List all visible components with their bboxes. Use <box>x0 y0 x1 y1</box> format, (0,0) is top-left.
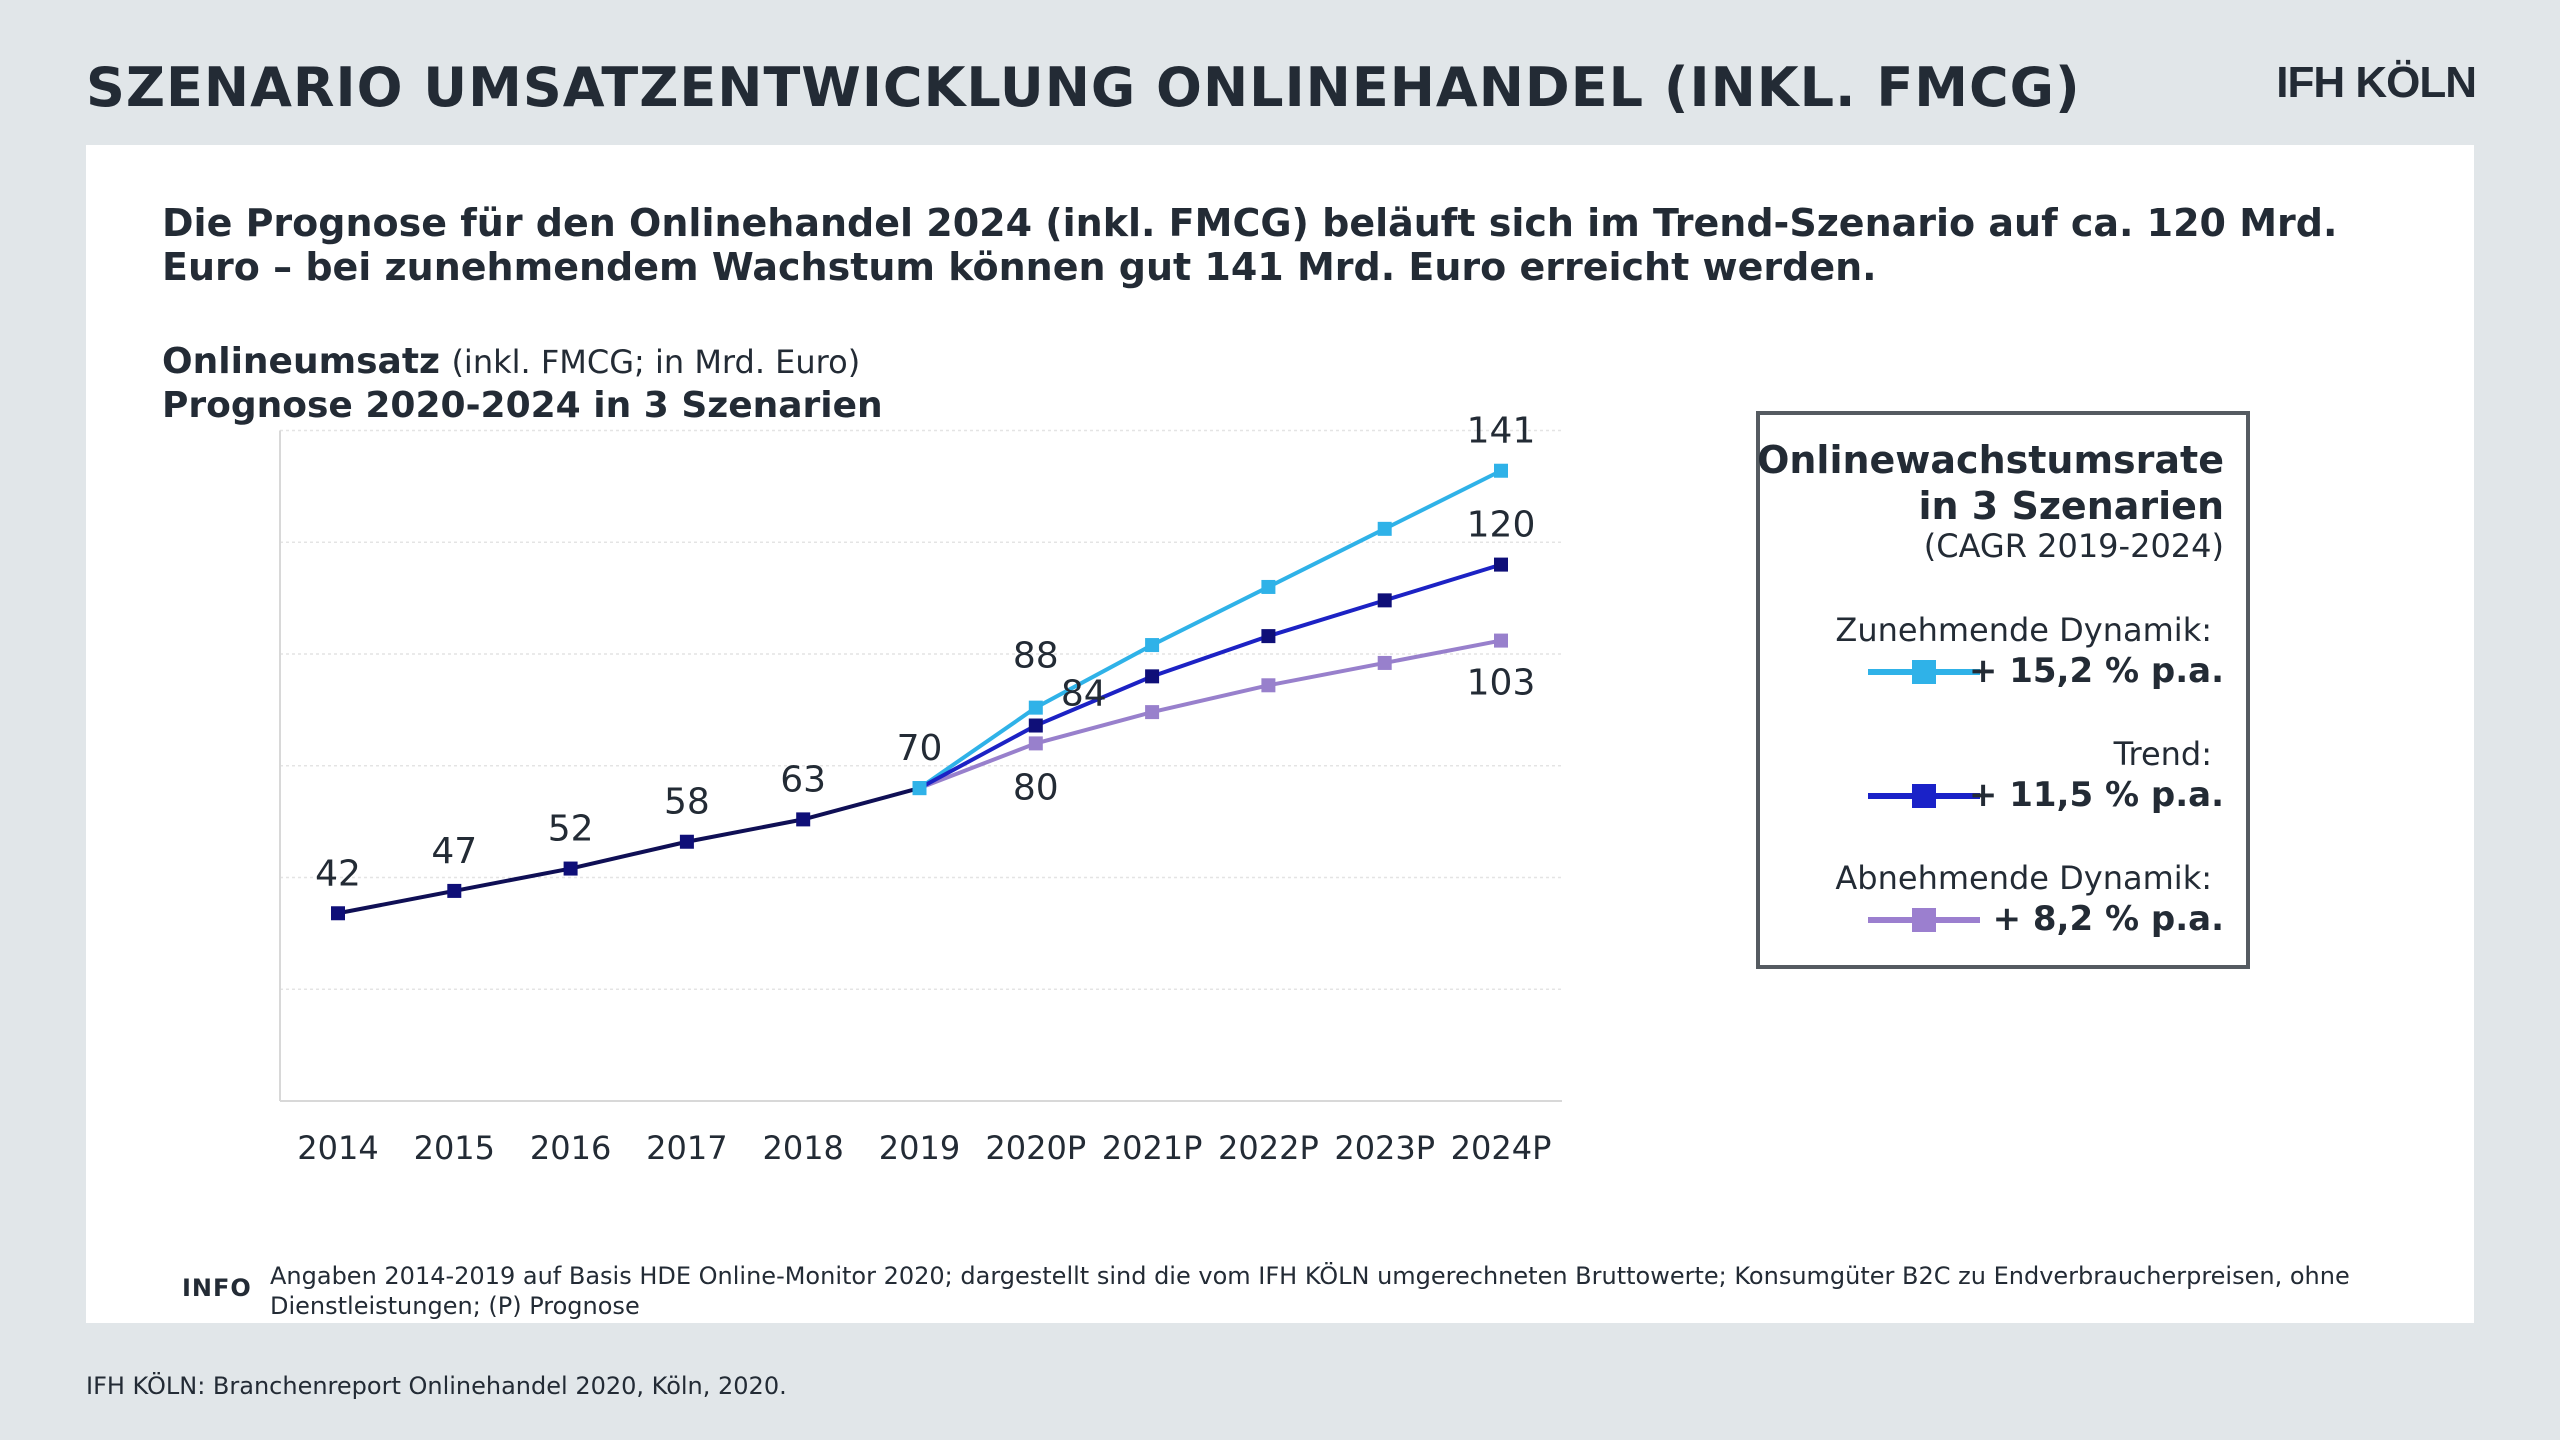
data-point-trend <box>447 883 462 898</box>
x-tick-label: 2022P <box>1218 1129 1319 1167</box>
data-point-zunehmend <box>1377 521 1392 536</box>
x-tick-label: 2023P <box>1334 1129 1435 1167</box>
data-label: 47 <box>431 831 477 872</box>
data-point-zunehmend <box>1028 700 1043 715</box>
line-chart: 2014 2015 2016 2017 2018 2019 2020P 2021P 2022P 2… <box>279 411 1562 1167</box>
legend-value: + 15,2 % p.a. <box>1968 651 2224 691</box>
data-label: 103 <box>1467 663 1536 704</box>
chart-subheading: Prognose 2020-2024 in 3 Szenarien <box>162 385 883 426</box>
legend-box: Onlinewachstumsrate in 3 Szenarien (CAGR… <box>1756 411 2250 969</box>
legend-label: Zunehmende Dynamik: <box>1835 611 2212 649</box>
series-line-zunehmend <box>918 468 1502 790</box>
legend-value: + 11,5 % p.a. <box>1968 775 2224 815</box>
data-label: 141 <box>1467 411 1536 452</box>
data-point-trend <box>1494 557 1508 572</box>
x-tick-label: 2018 <box>762 1129 843 1167</box>
chart-heading-unit: (inkl. FMCG; in Mrd. Euro) <box>451 343 861 381</box>
legend-label: Abnehmende Dynamik: <box>1835 859 2212 897</box>
page-title: SZENARIO UMSATZENTWICKLUNG ONLINEHANDEL … <box>86 56 2081 119</box>
x-tick-label: 2016 <box>530 1129 611 1167</box>
source-note: IFH KÖLN: Branchenreport Onlinehandel 20… <box>86 1372 787 1400</box>
legend-entry-abnehmend: Abnehmende Dynamik: + 8,2 % p.a. <box>1784 859 2224 949</box>
data-point-abnehmend <box>1028 736 1043 751</box>
data-label: 42 <box>315 853 361 894</box>
x-tick-label: 2017 <box>646 1129 727 1167</box>
data-label: 52 <box>548 809 594 850</box>
ifh-logo: IFH KÖLN <box>2276 58 2477 107</box>
data-point-trend <box>796 812 811 827</box>
legend-title-line1: Onlinewachstumsrate <box>1757 438 2224 482</box>
data-point-abnehmend <box>1261 678 1276 693</box>
data-label: 88 <box>1013 636 1059 677</box>
data-label: 120 <box>1467 505 1536 546</box>
data-point-trend <box>331 906 345 921</box>
legend-title-line2: in 3 Szenarien <box>1918 484 2224 528</box>
data-label: 70 <box>897 728 943 769</box>
chart-heading-bold: Onlineumsatz <box>162 341 440 382</box>
data-point-zunehmend <box>1261 579 1276 594</box>
series-line-trend-forecast <box>918 562 1502 790</box>
headline-text: Die Prognose für den Onlinehandel 2024 (… <box>162 201 2338 289</box>
data-point-trend <box>1377 593 1392 608</box>
data-point-trend <box>1261 629 1276 644</box>
x-tick-label: 2014 <box>297 1129 378 1167</box>
x-tick-label: 2024P <box>1451 1129 1552 1167</box>
data-point-abnehmend <box>1145 705 1160 720</box>
data-point-zunehmend <box>1494 463 1508 478</box>
legend-subtitle: (CAGR 2019-2024) <box>1923 527 2224 565</box>
content-card: Die Prognose für den Onlinehandel 2024 (… <box>86 145 2474 1323</box>
data-point-trend <box>1145 669 1160 684</box>
legend-swatch-purple <box>1868 908 1980 932</box>
legend-title: Onlinewachstumsrate in 3 Szenarien <box>1757 437 2224 529</box>
data-point-trend <box>563 861 578 876</box>
data-label: 80 <box>1013 767 1059 808</box>
legend-label: Trend: <box>2113 735 2212 773</box>
series-line-abnehmend <box>918 638 1502 790</box>
data-point-junction <box>912 781 927 796</box>
data-label: 84 <box>1061 674 1107 715</box>
series-line-trend-history <box>337 786 921 916</box>
x-tick-label: 2015 <box>414 1129 495 1167</box>
chart-heading: Onlineumsatz (inkl. FMCG; in Mrd. Euro) … <box>162 340 883 428</box>
legend-entry-trend: Trend: + 11,5 % p.a. <box>1784 735 2224 825</box>
data-label: 58 <box>664 782 710 823</box>
data-point-trend <box>1028 718 1043 733</box>
data-point-abnehmend <box>1494 633 1508 648</box>
legend-entry-zunehmend: Zunehmende Dynamik: + 15,2 % p.a. <box>1784 611 2224 701</box>
data-label: 63 <box>780 759 826 800</box>
data-point-abnehmend <box>1377 655 1392 670</box>
legend-swatch-blue <box>1868 784 1980 808</box>
info-tag: INFO <box>182 1274 252 1302</box>
x-tick-label: 2020P <box>985 1129 1086 1167</box>
data-point-zunehmend <box>1145 638 1160 653</box>
data-point-trend <box>679 834 694 849</box>
x-tick-label: 2019 <box>879 1129 960 1167</box>
legend-value: + 8,2 % p.a. <box>1992 899 2224 939</box>
info-text: Angaben 2014-2019 auf Basis HDE Online-M… <box>270 1262 2350 1320</box>
x-tick-label: 2021P <box>1102 1129 1203 1167</box>
legend-swatch-light-blue <box>1868 660 1980 684</box>
